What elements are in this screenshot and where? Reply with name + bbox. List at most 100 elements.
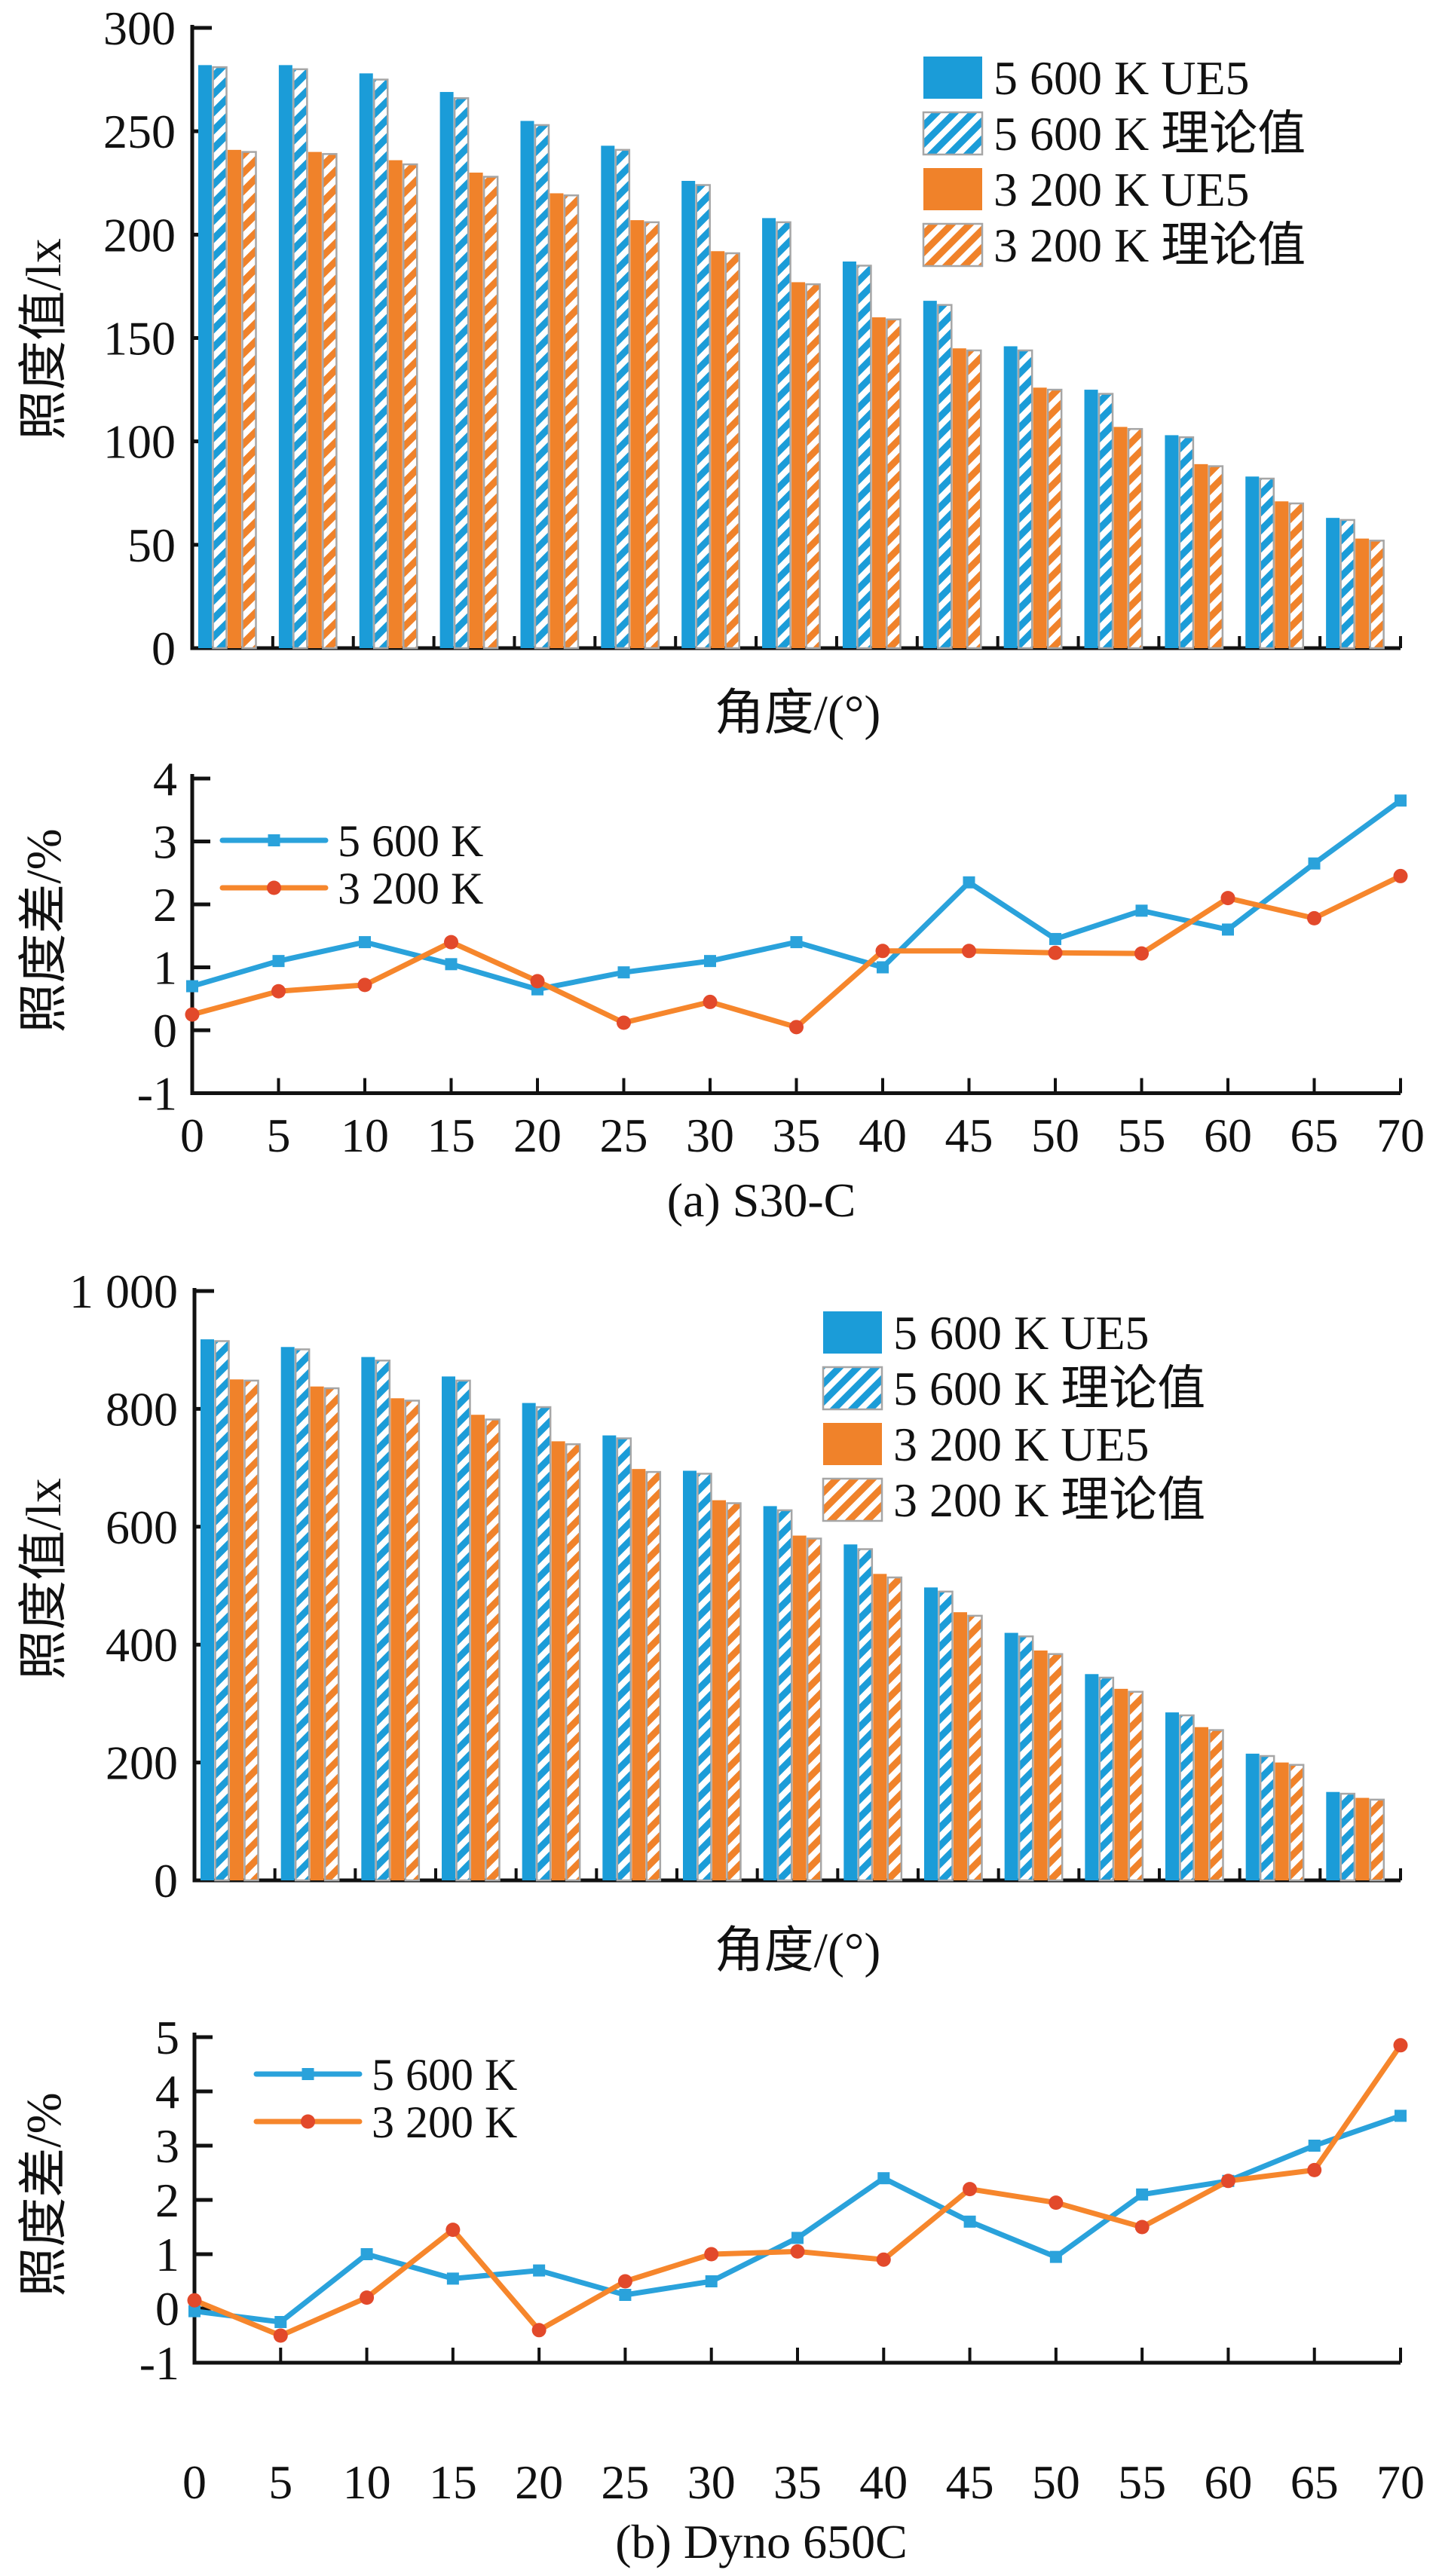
marker-3 200 K-20 xyxy=(531,2323,546,2338)
bar-bars-s30c-5 600 K UE5-45 xyxy=(923,301,937,648)
bar-bars-s30c-3 200 K UE5-50 xyxy=(1033,387,1047,648)
bar-bars-dyno650c-5 600 K 理论值-0 xyxy=(214,1340,230,1882)
marker-3 200 K-45 xyxy=(962,944,976,959)
bar-bars-s30c-5 600 K 理论值-45 xyxy=(937,304,953,650)
x-tick-label: 60 xyxy=(1204,1109,1252,1162)
bar-bars-dyno650c-5 600 K UE5-40 xyxy=(843,1544,858,1880)
bar-bars-dyno650c-3 200 K 理论值-35 xyxy=(806,1537,822,1882)
marker-5 600 K-50 xyxy=(1049,2250,1062,2263)
y-tick-label: 4 xyxy=(153,752,177,806)
bar-bars-dyno650c-3 200 K 理论值-20 xyxy=(565,1443,581,1882)
bar-bars-s30c-5 600 K 理论值-0 xyxy=(212,66,228,650)
bar-bars-dyno650c-3 200 K UE5-25 xyxy=(632,1469,646,1880)
legend-marker xyxy=(267,880,281,895)
bar-bars-s30c-3 200 K UE5-5 xyxy=(308,151,322,649)
x-tick-label: 20 xyxy=(513,1109,562,1162)
bar-bars-dyno650c-3 200 K UE5-40 xyxy=(873,1574,887,1880)
bar-bars-s30c-3 200 K 理论值-5 xyxy=(322,153,338,650)
bar-bars-dyno650c-5 600 K 理论值-15 xyxy=(455,1379,471,1882)
marker-5 600 K-15 xyxy=(445,958,458,971)
marker-5 600 K-20 xyxy=(533,2264,546,2277)
legend-label: 3 200 K UE5 xyxy=(993,163,1250,216)
bar-bars-s30c-3 200 K 理论值-60 xyxy=(1208,465,1224,650)
bar-bars-s30c-5 600 K UE5-50 xyxy=(1003,346,1018,648)
marker-5 600 K-40 xyxy=(877,961,889,974)
bar-bars-s30c-3 200 K UE5-10 xyxy=(388,160,403,648)
legend-label: 5 600 K UE5 xyxy=(893,1306,1150,1360)
bar-bars-s30c-3 200 K 理论值-45 xyxy=(966,349,982,650)
bar-bars-s30c-5 600 K 理论值-15 xyxy=(453,97,470,650)
bar-bars-dyno650c-3 200 K 理论值-0 xyxy=(243,1379,259,1882)
bar-bars-dyno650c-5 600 K 理论值-35 xyxy=(776,1509,793,1882)
x-tick-label: 20 xyxy=(515,2455,563,2509)
bar-bars-dyno650c-3 200 K UE5-30 xyxy=(712,1500,726,1880)
x-tick-label: 35 xyxy=(773,1109,821,1162)
bar-bars-dyno650c-5 600 K 理论值-25 xyxy=(616,1437,632,1882)
marker-3 200 K-30 xyxy=(704,2247,719,2262)
bar-bars-s30c-5 600 K 理论值-25 xyxy=(614,148,631,650)
bar-bars-s30c-3 200 K UE5-0 xyxy=(228,149,241,648)
bar-bars-dyno650c-3 200 K UE5-50 xyxy=(1033,1651,1048,1880)
x-tick-label: 10 xyxy=(343,2455,391,2509)
bar-bars-dyno650c-3 200 K UE5-55 xyxy=(1114,1688,1128,1880)
xlabel-bars-dyno: 角度/(°) xyxy=(714,1923,881,1978)
marker-5 600 K-65 xyxy=(1308,2140,1321,2152)
bar-bars-dyno650c-3 200 K UE5-0 xyxy=(230,1379,243,1880)
marker-3 200 K-50 xyxy=(1048,945,1063,960)
y-tick-label: 600 xyxy=(106,1501,178,1554)
marker-5 600 K-25 xyxy=(619,2289,632,2301)
bar-bars-s30c-5 600 K 理论值-5 xyxy=(292,68,308,650)
bar-bars-dyno650c-5 600 K 理论值-40 xyxy=(857,1548,874,1882)
x-tick-label: 65 xyxy=(1290,2455,1339,2509)
marker-5 600 K-70 xyxy=(1395,2109,1407,2122)
bar-bars-s30c-5 600 K UE5-40 xyxy=(842,261,856,648)
bar-bars-s30c-5 600 K UE5-70 xyxy=(1326,518,1340,648)
bar-bars-dyno650c-5 600 K UE5-35 xyxy=(763,1506,777,1880)
marker-5 600 K-50 xyxy=(1049,932,1061,945)
ylabel-bars-dyno: 照度值/lx xyxy=(17,1478,72,1680)
bar-bars-dyno650c-5 600 K UE5-5 xyxy=(280,1347,295,1880)
marker-3 200 K-25 xyxy=(617,1015,631,1030)
bar-bars-dyno650c-5 600 K UE5-10 xyxy=(361,1357,375,1880)
legend-swatch xyxy=(823,1423,882,1465)
y-tick-label: 0 xyxy=(153,1004,177,1057)
marker-3 200 K-15 xyxy=(444,935,458,950)
marker-5 600 K-55 xyxy=(1136,2188,1149,2201)
bar-bars-s30c-3 200 K 理论值-15 xyxy=(482,176,499,650)
legend-swatch xyxy=(822,1366,883,1411)
ylabel-line-s30c: 照度差/% xyxy=(17,828,72,1033)
bar-bars-s30c-5 600 K UE5-65 xyxy=(1245,476,1260,648)
y-tick-label: 1 xyxy=(153,941,177,995)
marker-5 600 K-10 xyxy=(359,936,371,949)
legend-swatch xyxy=(922,222,984,268)
bar-bars-dyno650c-5 600 K UE5-55 xyxy=(1085,1674,1099,1880)
bar-bars-s30c-5 600 K UE5-15 xyxy=(439,92,454,648)
marker-3 200 K-65 xyxy=(1307,910,1321,925)
bar-bars-dyno650c-5 600 K UE5-15 xyxy=(442,1376,455,1880)
y-tick-label: -1 xyxy=(137,1067,177,1121)
legend-label: 3 200 K 理论值 xyxy=(893,1473,1205,1527)
marker-3 200 K-40 xyxy=(875,944,890,959)
bar-bars-s30c-5 600 K UE5-5 xyxy=(278,65,292,648)
marker-3 200 K-10 xyxy=(357,977,372,993)
bar-bars-dyno650c-3 200 K 理论值-30 xyxy=(726,1502,742,1882)
y-tick-label: -1 xyxy=(139,2336,179,2390)
marker-3 200 K-55 xyxy=(1134,946,1149,961)
bar-bars-s30c-3 200 K 理论值-30 xyxy=(724,252,740,650)
y-tick-label: 800 xyxy=(106,1382,178,1436)
marker-3 200 K-25 xyxy=(617,2274,632,2289)
marker-3 200 K-15 xyxy=(445,2223,461,2238)
legend-label: 5 600 K 理论值 xyxy=(893,1362,1205,1415)
bar-bars-s30c-3 200 K 理论值-10 xyxy=(402,163,418,650)
bar-bars-s30c-3 200 K 理论值-20 xyxy=(563,194,580,650)
y-tick-label: 150 xyxy=(103,312,176,366)
legend-marker xyxy=(268,834,280,846)
bar-bars-dyno650c-5 600 K 理论值-45 xyxy=(938,1590,954,1882)
y-tick-label: 50 xyxy=(127,519,176,572)
bar-bars-s30c-3 200 K 理论值-25 xyxy=(644,221,660,650)
legend-label: 3 200 K xyxy=(338,864,483,913)
bar-bars-dyno650c-5 600 K 理论值-30 xyxy=(697,1473,712,1882)
y-tick-label: 0 xyxy=(154,1854,178,1908)
legend-swatch xyxy=(823,1311,882,1354)
